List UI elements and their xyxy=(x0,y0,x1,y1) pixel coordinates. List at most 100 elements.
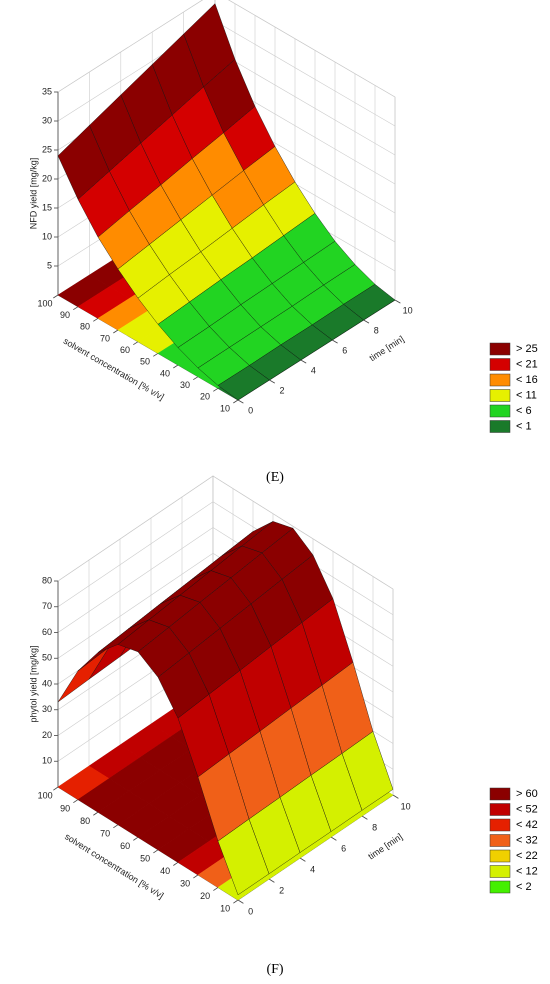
x-tick-label: 6 xyxy=(341,843,346,853)
legend-label: < 42 xyxy=(516,819,538,831)
y-tick-label: 90 xyxy=(60,803,70,813)
grid-line xyxy=(57,475,214,582)
x-tick xyxy=(237,899,244,904)
y-tick-label: 20 xyxy=(200,392,210,402)
y-tick-label: 40 xyxy=(160,866,170,876)
panel-caption: (E) xyxy=(266,470,284,485)
y-tick xyxy=(113,824,119,829)
x-tick xyxy=(392,794,399,799)
z-tick-label: 5 xyxy=(47,260,52,270)
legend-swatch xyxy=(489,420,511,433)
legend-label: < 2 xyxy=(516,881,532,893)
z-tick-label: 30 xyxy=(42,704,52,714)
legend-label: < 21 xyxy=(516,358,538,370)
x-tick-label: 10 xyxy=(403,306,413,316)
legend-label: > 25 xyxy=(516,343,538,355)
y-tick-label: 30 xyxy=(180,879,190,889)
legend-swatch xyxy=(489,803,511,816)
y-tick xyxy=(173,862,179,866)
x-tick-label: 2 xyxy=(279,885,284,895)
x-tick xyxy=(330,836,337,841)
z-tick-label: 70 xyxy=(42,601,52,611)
y-tick xyxy=(153,849,159,854)
y-tick xyxy=(53,786,59,791)
y-tick-label: 70 xyxy=(100,828,110,838)
y-tick-label: 80 xyxy=(80,322,90,332)
y-tick xyxy=(213,387,219,392)
grid-line xyxy=(57,527,214,633)
y-tick-label: 50 xyxy=(140,357,150,367)
legend-swatch xyxy=(489,880,511,894)
x-tick xyxy=(299,857,306,862)
legend-swatch xyxy=(489,373,511,387)
x-tick xyxy=(363,319,370,324)
y-tick-label: 90 xyxy=(60,310,70,320)
legend-swatch xyxy=(489,787,511,801)
y-tick xyxy=(173,364,179,369)
legend-label: < 6 xyxy=(516,405,532,417)
y-tick-label: 10 xyxy=(220,904,230,914)
y-tick xyxy=(133,836,139,841)
x-tick xyxy=(268,878,275,883)
x-tick-label: 4 xyxy=(311,366,316,376)
x-tick xyxy=(269,379,276,384)
surface-chart: 10 20 30 40 50 60 70 80 0 2 4 6 8 10 10 20 30 40 50 60 70 80 9… xyxy=(28,475,538,916)
y-tick-label: 70 xyxy=(100,333,110,343)
y-tick xyxy=(53,294,59,299)
x-tick-label: 8 xyxy=(374,326,379,336)
x-tick-label: 0 xyxy=(248,406,253,416)
legend-swatch xyxy=(489,404,511,418)
y-tick xyxy=(213,887,219,891)
y-tick xyxy=(193,376,199,381)
z-tick-label: 10 xyxy=(42,756,52,766)
x-tick-label: 4 xyxy=(310,864,315,874)
x-tick-label: 6 xyxy=(342,346,347,356)
z-tick-label: 35 xyxy=(42,86,52,96)
x-tick xyxy=(237,399,244,404)
z-tick-label: 40 xyxy=(42,678,52,688)
z-tick-label: 20 xyxy=(42,730,52,740)
legend-label: < 22 xyxy=(516,850,538,862)
x-tick xyxy=(300,359,307,364)
y-tick-label: 20 xyxy=(200,891,210,901)
y-tick-label: 10 xyxy=(220,403,230,413)
surface-cell xyxy=(217,818,270,896)
x-tick-label: 2 xyxy=(279,386,284,396)
y-tick xyxy=(93,811,99,816)
legend-swatch xyxy=(489,389,511,402)
x-tick xyxy=(331,339,338,344)
x-tick xyxy=(394,299,401,304)
y-tick-label: 80 xyxy=(80,816,90,826)
z-tick-label: 80 xyxy=(42,575,52,585)
y-tick-label: 60 xyxy=(120,841,130,851)
z-tick-label: 50 xyxy=(42,653,52,663)
y-tick xyxy=(113,329,119,334)
legend-label: > 60 xyxy=(516,788,538,800)
z-axis-label: phytol yield [mg/kg] xyxy=(28,645,38,722)
x-tick xyxy=(361,815,368,820)
y-tick xyxy=(93,317,99,322)
legend-label: < 32 xyxy=(516,834,538,846)
legend-swatch xyxy=(489,865,511,878)
y-tick xyxy=(233,899,239,904)
legend-swatch xyxy=(489,358,511,371)
x-axis-label: time [min] xyxy=(368,334,406,363)
grid-line xyxy=(57,0,203,93)
y-tick-label: 100 xyxy=(37,298,52,308)
surface-cell xyxy=(217,365,270,401)
z-tick-label: 25 xyxy=(42,144,52,154)
legend-label: < 12 xyxy=(516,865,538,877)
grid-line xyxy=(57,553,214,659)
grid-line xyxy=(228,0,396,98)
y-tick xyxy=(153,352,159,357)
z-axis-label: NFD yield [mg/kg] xyxy=(28,158,38,230)
grid-line xyxy=(214,49,396,156)
z-tick-label: 20 xyxy=(42,173,52,183)
grid-line xyxy=(212,475,394,590)
y-tick xyxy=(133,341,139,346)
y-tick-label: 40 xyxy=(160,368,170,378)
y-tick-label: 100 xyxy=(38,791,53,801)
y-tick xyxy=(73,799,79,804)
